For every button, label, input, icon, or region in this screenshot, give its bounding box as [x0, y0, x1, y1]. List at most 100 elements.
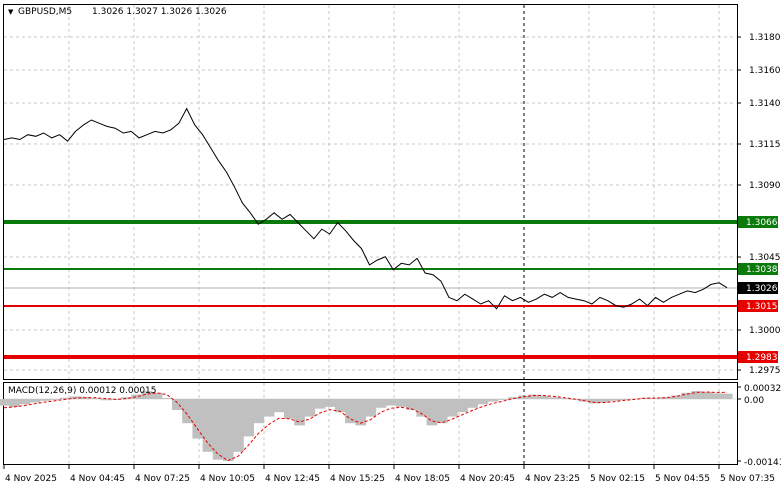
level-tag-1.3038	[738, 263, 778, 275]
macd-histogram-bar	[222, 399, 234, 461]
macd-y-tick-label: 0.00	[744, 396, 764, 406]
x-tick-label: 5 Nov 02:15	[590, 474, 645, 484]
macd-histogram-bar	[212, 399, 224, 460]
macd-histogram-bar	[121, 397, 132, 399]
macd-histogram-bar	[396, 399, 407, 407]
x-tick-label: 4 Nov 18:05	[395, 474, 450, 484]
macd-histogram-bar	[131, 394, 142, 399]
current-price-label: 1.3026	[746, 284, 778, 294]
macd-histogram-bar	[457, 399, 468, 413]
macd-histogram-bar	[436, 399, 448, 424]
macd-signal-line	[3, 391, 727, 462]
macd-histogram-bar	[426, 399, 438, 426]
macd-histogram-bar	[284, 399, 295, 419]
macd-histogram-bar	[110, 399, 122, 400]
macd-histogram-bar	[60, 397, 71, 399]
x-tick-label: 4 Nov 20:45	[460, 474, 515, 484]
macd-histogram-bar	[711, 393, 723, 399]
ohlc-readout: 1.3026 1.3027 1.3026 1.3026	[92, 7, 227, 17]
x-tick-label: 4 Nov 15:25	[330, 474, 385, 484]
macd-histogram-bar	[263, 399, 275, 417]
macd-histogram-bar	[39, 399, 51, 401]
macd-histogram-bar	[90, 398, 102, 399]
macd-histogram-bar	[721, 393, 733, 399]
macd-histogram-bar	[19, 399, 30, 405]
x-tick-label: 5 Nov 04:55	[655, 474, 710, 484]
macd-histogram-bar	[365, 399, 377, 417]
macd-histogram-bar	[548, 397, 560, 399]
macd-histogram-bar	[151, 392, 163, 399]
x-tick-label: 4 Nov 07:25	[135, 474, 190, 484]
macd-histogram-bar	[579, 399, 590, 402]
macd-pane	[0, 391, 733, 462]
macd-histogram-bar	[538, 395, 550, 399]
macd-histogram-bar	[202, 399, 214, 452]
macd-histogram-bar	[385, 399, 397, 406]
macd-histogram-bar	[345, 399, 356, 424]
macd-histogram-bar	[161, 398, 173, 399]
macd-histogram-bar	[273, 399, 285, 413]
macd-histogram-bar	[172, 399, 183, 410]
macd-histogram-bar	[335, 399, 346, 413]
macd-histogram-bar	[599, 399, 611, 403]
x-tick-label: 4 Nov 23:25	[525, 474, 580, 484]
macd-histogram-bar	[192, 399, 204, 439]
macd-histogram-bar	[609, 399, 621, 401]
macd-histogram-bar	[681, 392, 692, 399]
x-tick-label: 4 Nov 10:05	[200, 474, 255, 484]
y-tick-label: 1.3090	[749, 181, 781, 191]
price-line	[3, 107, 728, 310]
macd-histogram-bar	[589, 399, 601, 404]
macd-histogram-bar	[314, 399, 326, 409]
macd-histogram-bar	[100, 399, 112, 401]
macd-histogram-bar	[447, 399, 458, 417]
y-tick-label: 1.3180	[749, 33, 781, 43]
macd-histogram-bar	[477, 399, 489, 405]
axes: 4 Nov 2025 4 Nov 04:45 4 Nov 07:25 4 Nov 10…	[3, 33, 781, 484]
level-tag-label: 1.3015	[746, 302, 778, 312]
macd-histogram-bar	[304, 399, 316, 417]
macd-histogram-bar	[253, 399, 265, 424]
level-tag-1.2983	[738, 351, 778, 363]
macd-histogram-bar	[497, 399, 509, 400]
macd-pane-frame	[3, 382, 738, 465]
macd-histogram-bar	[49, 399, 61, 400]
macd-histogram-bar	[671, 395, 682, 399]
x-tick-label: 4 Nov 2025	[5, 474, 57, 484]
macd-histogram-bar	[29, 399, 41, 403]
macd-y-tick-label: -0.00141	[744, 458, 781, 468]
y-tick-label: 1.3045	[749, 253, 781, 263]
macd-histogram-bar	[355, 399, 366, 426]
macd-histogram-bar	[660, 397, 672, 399]
macd-histogram-bar	[620, 399, 631, 400]
x-tick-label: 4 Nov 04:45	[70, 474, 125, 484]
macd-histogram-bar	[324, 399, 336, 407]
dropdown-triangle-icon[interactable]: ▼	[8, 8, 14, 16]
symbol-title: GBPUSD,M5	[18, 7, 72, 17]
macd-histogram-bar	[630, 398, 641, 400]
y-tick-label: 1.3140	[749, 99, 781, 109]
level-tag-label: 1.3066	[746, 218, 778, 228]
macd-histogram-bar	[416, 399, 428, 417]
price-pane-frame	[3, 4, 738, 380]
y-tick-label: 1.3115	[749, 140, 781, 150]
macd-histogram-bar	[233, 399, 244, 452]
macd-histogram-bar	[559, 398, 570, 399]
macd-histogram-bar	[701, 392, 713, 399]
level-tag-label: 1.2983	[746, 353, 778, 363]
macd-histogram-bar	[640, 397, 652, 399]
macd-histogram-bar	[406, 399, 417, 410]
y-tick-label: 1.3000	[749, 326, 781, 336]
macd-histogram-bar	[487, 399, 499, 402]
macd-y-tick-label: 0.00032	[744, 384, 781, 394]
price-series	[3, 107, 728, 310]
level-tag-1.3015	[738, 300, 778, 312]
y-tick-label: 1.3160	[749, 66, 781, 76]
macd-histogram-bar	[691, 391, 703, 399]
macd-histogram-bar	[182, 399, 193, 424]
macd-histogram-bar	[650, 398, 662, 399]
macd-histogram-bar	[375, 399, 387, 408]
current-price-tag	[738, 282, 778, 294]
